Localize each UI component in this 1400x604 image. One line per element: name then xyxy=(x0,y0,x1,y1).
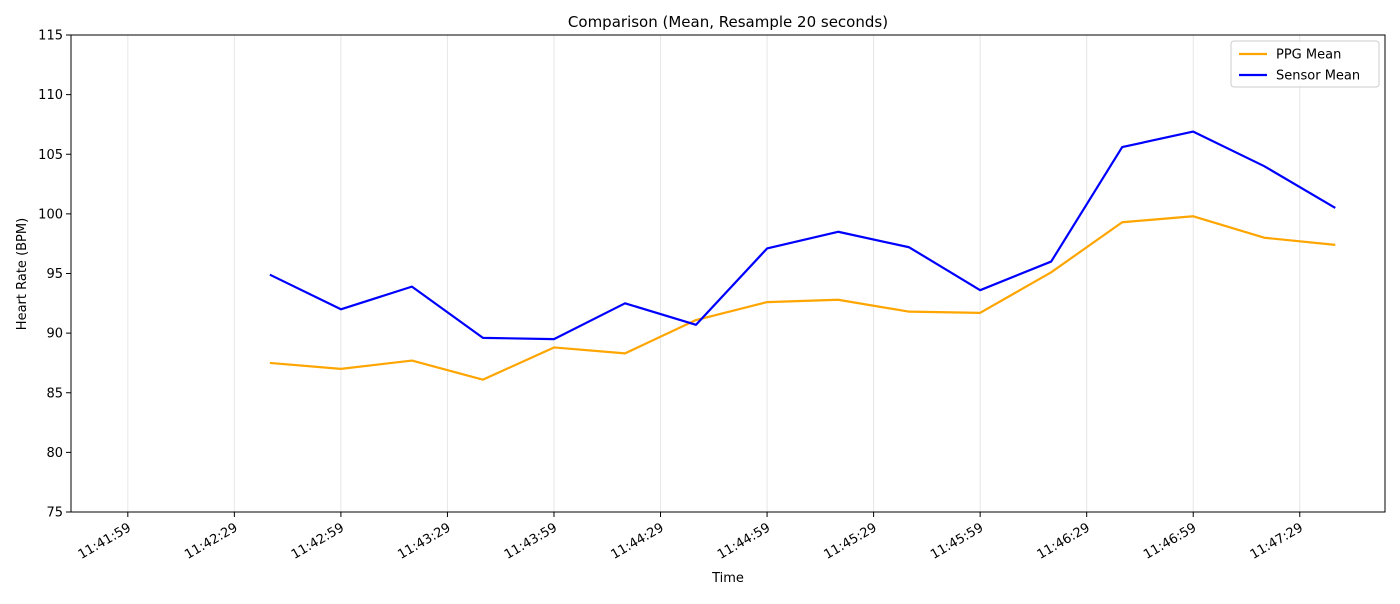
chart-title: Comparison (Mean, Resample 20 seconds) xyxy=(568,13,888,31)
x-axis: 11:41:59 11:42:29 11:42:59 11:43:29 11:43:59… xyxy=(76,512,1306,563)
series-line-ppg-mean xyxy=(269,215,1336,381)
x-tick-label: 11:42:29 xyxy=(182,520,240,562)
series-lines xyxy=(269,130,1336,381)
grid-lines xyxy=(127,35,1301,512)
y-axis: 75 80 85 90 95 100 105 110 115 xyxy=(38,29,71,521)
x-tick-label: 11:43:29 xyxy=(395,520,453,562)
x-tick-label: 11:41:59 xyxy=(76,520,134,562)
x-tick-label: 11:45:29 xyxy=(822,520,880,562)
y-tick-label: 105 xyxy=(38,148,63,163)
legend[interactable]: PPG Mean Sensor Mean xyxy=(1230,40,1380,88)
y-tick-label: 75 xyxy=(46,506,63,521)
x-tick-label: 11:46:59 xyxy=(1141,520,1199,562)
legend-label: PPG Mean xyxy=(1276,48,1341,63)
x-tick-label: 11:42:59 xyxy=(289,520,347,562)
legend-label: Sensor Mean xyxy=(1276,69,1360,84)
y-tick-label: 100 xyxy=(38,207,63,222)
y-tick-label: 85 xyxy=(46,386,63,401)
x-tick-label: 11:45:59 xyxy=(928,520,986,562)
y-tick-label: 115 xyxy=(38,29,63,44)
y-tick-label: 80 xyxy=(46,446,63,461)
x-axis-label: Time xyxy=(711,571,744,586)
plot-frame xyxy=(70,34,1386,513)
y-tick-label: 95 xyxy=(46,267,63,282)
series-line-sensor-mean xyxy=(269,130,1336,341)
y-axis-label: Heart Rate (BPM) xyxy=(15,218,30,330)
x-tick-label: 11:44:29 xyxy=(608,520,666,562)
legend-box xyxy=(1230,40,1380,88)
y-tick-label: 110 xyxy=(38,88,63,103)
x-tick-label: 11:43:59 xyxy=(502,520,560,562)
x-tick-label: 11:46:29 xyxy=(1035,520,1093,562)
x-tick-label: 11:47:29 xyxy=(1248,520,1306,562)
x-tick-label: 11:44:59 xyxy=(715,520,773,562)
y-tick-label: 90 xyxy=(46,327,63,342)
